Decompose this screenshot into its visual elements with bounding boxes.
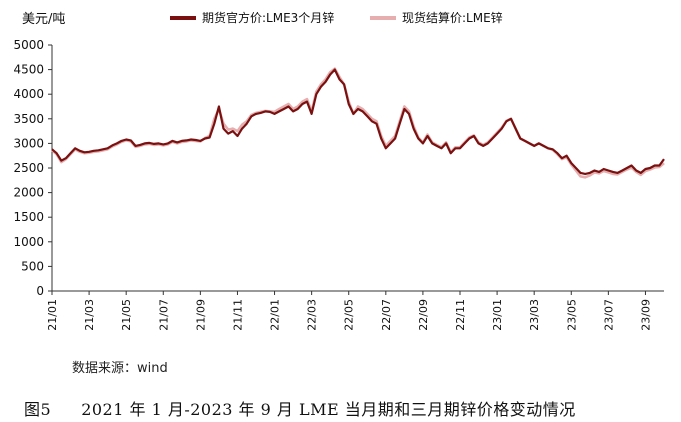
legend-swatch-lme3-futures [170, 15, 196, 20]
x-tick-label: 22/01 [269, 299, 282, 331]
x-tick-label: 22/09 [417, 299, 430, 331]
series-line-lme-spot [51, 67, 665, 179]
y-tick-label: 3000 [13, 136, 44, 150]
legend-label-lme3-futures: 期货官方价:LME3个月锌 [202, 11, 335, 25]
x-tick-label: 23/03 [528, 299, 541, 331]
legend-label-lme-spot: 现货结算价:LME锌 [402, 11, 503, 25]
y-tick-label: 0 [36, 284, 44, 298]
legend-item-lme-spot: 现货结算价:LME锌 [370, 9, 503, 26]
x-tick-label: 23/01 [491, 299, 504, 331]
figure-number: 图5 [24, 400, 52, 419]
series-line-lme3-futures [51, 68, 665, 175]
x-tick-label: 22/07 [380, 299, 393, 331]
x-tick-label: 23/09 [639, 299, 652, 331]
legend-item-lme3-futures: 期货官方价:LME3个月锌 [170, 9, 334, 26]
y-tick-label: 5000 [13, 38, 44, 52]
legend-swatch-lme-spot [370, 15, 396, 20]
x-tick-label: 21/07 [157, 299, 170, 331]
y-tick-label: 3500 [13, 112, 44, 126]
x-tick-label: 21/11 [231, 299, 244, 331]
x-tick-label: 21/03 [83, 299, 96, 331]
x-tick-label: 22/03 [306, 299, 319, 331]
x-tick-label: 23/07 [602, 299, 615, 331]
y-tick-label: 2000 [13, 186, 44, 200]
price-chart: 0 500 1000 1500 2000 2500 3000 3500 4000 4500 5000… [13, 38, 665, 331]
y-tick-label: 500 [21, 259, 44, 273]
y-tick-label: 1500 [13, 210, 44, 224]
y-axis-unit-label: 美元/吨 [22, 12, 66, 27]
y-tick-label: 4000 [13, 87, 44, 101]
y-tick-label: 1000 [13, 235, 44, 249]
y-tick-label: 4500 [13, 63, 44, 77]
figure-title: 2021 年 1 月-2023 年 9 月 LME 当月期和三月期锌价格变动情况 [81, 400, 576, 419]
figure-caption: 图5 2021 年 1 月-2023 年 9 月 LME 当月期和三月期锌价格变动… [24, 396, 576, 420]
data-source-note: 数据来源：wind [72, 361, 168, 376]
x-tick-label: 22/11 [454, 299, 467, 331]
x-tick-label: 21/01 [46, 299, 59, 331]
x-tick-label: 21/09 [194, 299, 207, 331]
x-tick-label: 21/05 [120, 299, 133, 331]
y-tick-label: 2500 [13, 161, 44, 175]
x-tick-label: 23/05 [565, 299, 578, 331]
x-tick-label: 22/05 [343, 299, 356, 331]
